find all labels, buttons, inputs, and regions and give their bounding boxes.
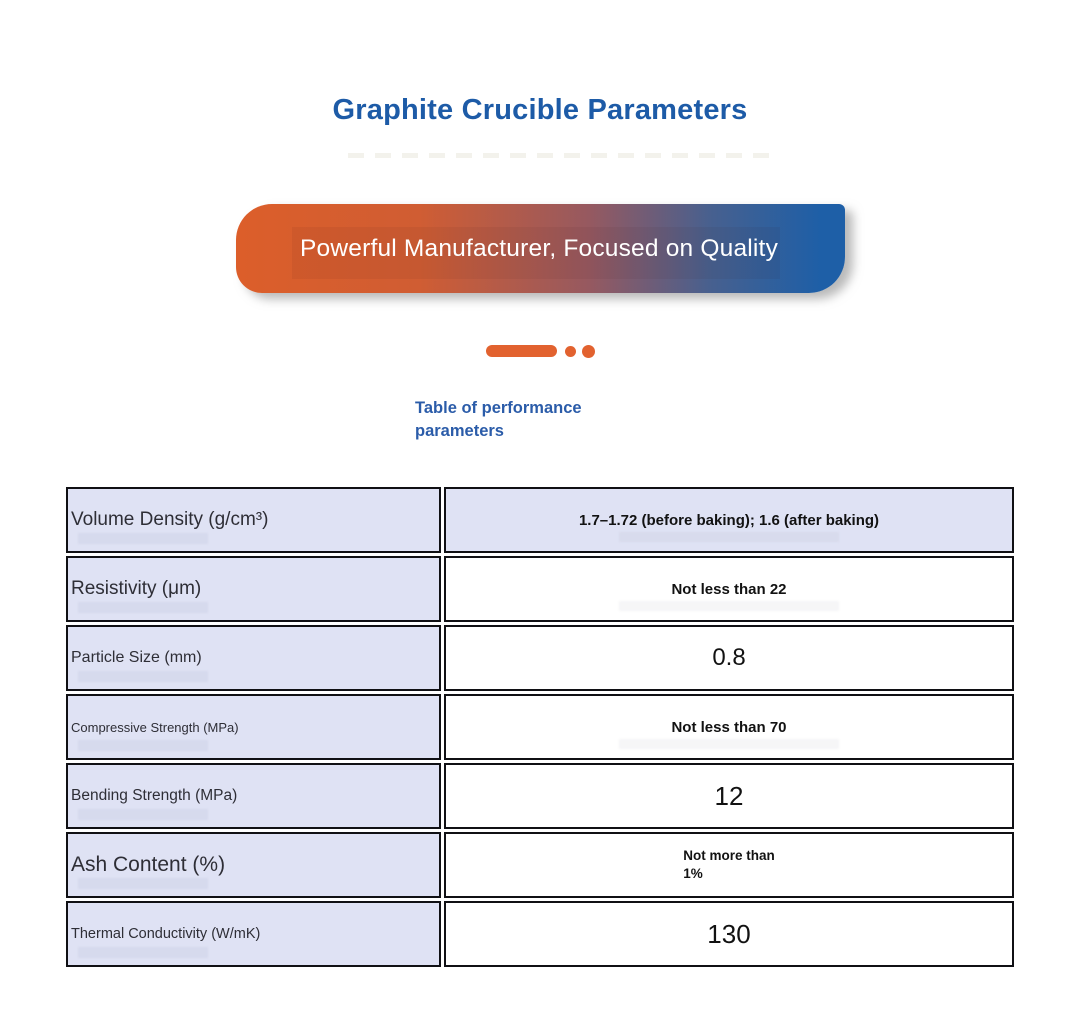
table-row-thermal-conductivity: Thermal Conductivity (W/mK) 130 xyxy=(66,901,1014,967)
ghost-artifact-banner xyxy=(292,227,780,279)
param-cell-ash-content: Ash Content (%) xyxy=(66,832,441,898)
banner-text: Powerful Manufacturer, Focused on Qualit… xyxy=(300,235,779,262)
param-cell-bending-strength: Bending Strength (MPa) xyxy=(66,763,441,829)
value-text-ash-content: Not more than 1% xyxy=(683,847,775,881)
table-row-volume-density: Volume Density (g/cm³) 1.7–1.72 (before … xyxy=(66,487,1014,553)
value-cell-volume-density: 1.7–1.72 (before baking); 1.6 (after bak… xyxy=(444,487,1014,553)
quality-banner: Powerful Manufacturer, Focused on Qualit… xyxy=(236,204,845,293)
value-cell-compressive-strength: Not less than 70 xyxy=(444,694,1014,760)
parameters-table: Volume Density (g/cm³) 1.7–1.72 (before … xyxy=(66,487,1014,967)
value-cell-bending-strength: 12 xyxy=(444,763,1014,829)
param-cell-thermal-conductivity: Thermal Conductivity (W/mK) xyxy=(66,901,441,967)
value-cell-thermal-conductivity: 130 xyxy=(444,901,1014,967)
divider-dot-icon xyxy=(582,345,595,358)
value-cell-particle-size: 0.8 xyxy=(444,625,1014,691)
divider-bar-icon xyxy=(486,345,557,357)
page-title: Graphite Crucible Parameters xyxy=(332,94,748,126)
section-label: Table of performance parameters xyxy=(415,399,582,440)
param-cell-particle-size: Particle Size (mm) xyxy=(66,625,441,691)
table-row-compressive-strength: Compressive Strength (MPa) Not less than… xyxy=(66,694,1014,760)
ghost-artifact-dashes xyxy=(348,153,780,158)
table-row-particle-size: Particle Size (mm) 0.8 xyxy=(66,625,1014,691)
param-cell-volume-density: Volume Density (g/cm³) xyxy=(66,487,441,553)
param-cell-resistivity: Resistivity (μm) xyxy=(66,556,441,622)
table-row-bending-strength: Bending Strength (MPa) 12 xyxy=(66,763,1014,829)
table-row-resistivity: Resistivity (μm) Not less than 22 xyxy=(66,556,1014,622)
value-cell-resistivity: Not less than 22 xyxy=(444,556,1014,622)
table-row-ash-content: Ash Content (%) Not more than 1% xyxy=(66,832,1014,898)
value-cell-ash-content: Not more than 1% xyxy=(444,832,1014,898)
param-cell-compressive-strength: Compressive Strength (MPa) xyxy=(66,694,441,760)
divider-dot-icon xyxy=(565,346,576,357)
